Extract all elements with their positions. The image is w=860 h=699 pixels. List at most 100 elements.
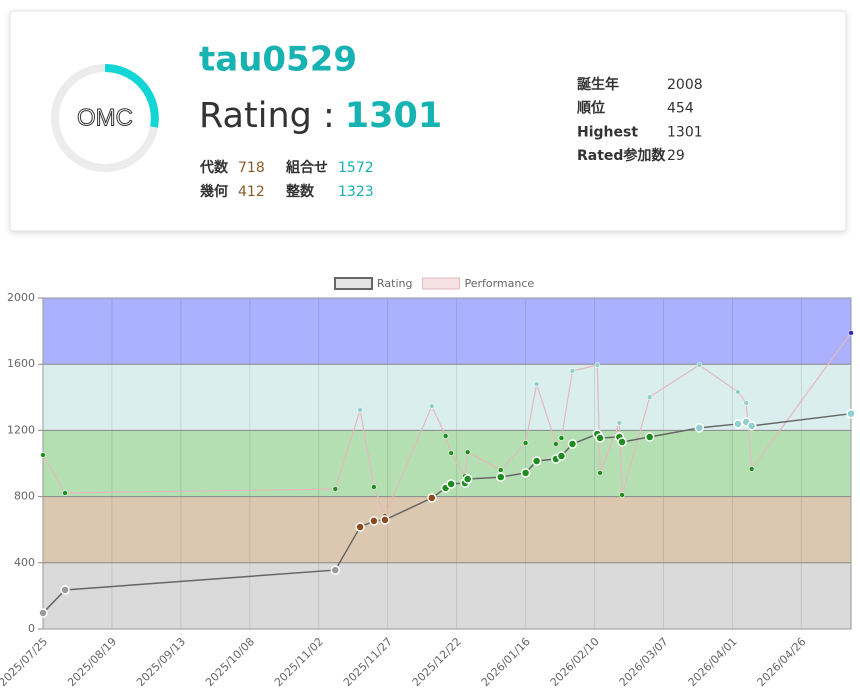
data-point	[553, 441, 559, 447]
data-point	[617, 437, 627, 447]
data-point	[746, 421, 757, 431]
logo-arc	[104, 64, 159, 128]
y-tick-label: 2000	[7, 291, 35, 304]
genre-label: 整数	[285, 183, 315, 200]
rating-band	[43, 496, 851, 563]
data-point	[743, 400, 750, 406]
rating-band	[43, 298, 851, 365]
data-point	[848, 330, 854, 336]
data-point	[567, 439, 578, 449]
data-point	[330, 565, 341, 575]
data-point	[442, 433, 449, 439]
genre-value: 412	[238, 184, 265, 200]
logo-text: OMC	[77, 104, 133, 131]
data-point	[446, 479, 456, 489]
data-point	[369, 516, 379, 526]
data-point	[646, 394, 653, 400]
data-point	[846, 408, 856, 419]
genre-stats: 代数 718 組合せ 1572 幾何 412 整数 1323	[199, 159, 374, 200]
x-tick-label: 2025/08/19	[65, 635, 119, 689]
info-value: 454	[667, 101, 694, 117]
rating-band	[43, 364, 851, 431]
data-point	[556, 451, 567, 461]
info-value: 1301	[667, 124, 703, 140]
user-name: tau0529	[199, 40, 357, 80]
genre-label: 代数	[199, 159, 229, 176]
y-tick-label: 1200	[7, 423, 35, 436]
plot-border	[42, 297, 852, 630]
genre-value: 1572	[338, 160, 374, 176]
y-tick-label: 0	[28, 622, 35, 635]
data-point	[448, 450, 455, 456]
data-point	[40, 452, 46, 458]
data-point	[531, 456, 542, 466]
y-tick-label: 1600	[7, 357, 35, 370]
data-point	[644, 432, 655, 442]
data-point	[496, 472, 506, 482]
info-label: Highest	[577, 124, 638, 140]
data-point	[733, 419, 743, 429]
x-tick-label: 2025/12/22	[410, 635, 464, 689]
x-tick-label: 2025/07/25	[0, 635, 50, 689]
data-point	[522, 440, 529, 446]
data-point	[427, 493, 437, 503]
data-point	[594, 362, 601, 368]
info-label: 誕生年	[577, 76, 619, 93]
data-point	[38, 608, 48, 618]
data-point	[696, 362, 703, 368]
genre-value: 718	[238, 160, 265, 176]
legend-swatch	[421, 277, 460, 290]
x-tick-label: 2026/01/16	[479, 635, 533, 689]
card-background	[9, 10, 847, 232]
data-point	[462, 474, 473, 484]
data-point	[497, 467, 504, 473]
x-tick-label: 2025/10/08	[203, 635, 257, 689]
data-point	[735, 389, 741, 395]
data-point	[62, 490, 68, 496]
x-tick-label: 2025/11/02	[272, 635, 326, 689]
x-tick-label: 2026/02/10	[548, 635, 602, 689]
x-tick-label: 2026/03/07	[617, 635, 671, 689]
data-point	[332, 486, 339, 492]
x-tick-label: 2025/11/27	[341, 635, 395, 689]
data-point	[520, 468, 531, 478]
data-point	[355, 522, 365, 532]
data-point	[380, 515, 390, 525]
data-point	[616, 420, 623, 426]
data-point	[533, 381, 540, 387]
info-value: 29	[667, 148, 685, 164]
genre-value: 1323	[338, 184, 374, 200]
y-tick-label: 400	[14, 556, 35, 569]
data-point	[619, 492, 626, 498]
legend-label: Performance	[464, 277, 534, 290]
chart: 0 400 800 1200 1600 2000 2025/07/25 2025/08/19 2…	[0, 277, 856, 689]
data-point	[428, 403, 435, 409]
x-tick-label: 2026/04/26	[755, 635, 809, 689]
info-label: 順位	[577, 100, 605, 117]
data-point	[60, 585, 70, 595]
data-point	[357, 407, 364, 413]
x-tick-label: 2026/04/01	[686, 635, 740, 689]
data-point	[464, 449, 471, 455]
rating-label-text: Rating :	[199, 96, 335, 136]
rating-label: Rating :1301	[199, 96, 442, 136]
data-point	[595, 433, 605, 443]
data-point	[558, 435, 565, 441]
legend-swatch	[334, 277, 373, 290]
y-tick-label: 800	[14, 490, 35, 503]
data-point	[569, 368, 576, 374]
x-tick-label: 2025/09/13	[134, 635, 188, 689]
legend-label: Rating	[377, 277, 412, 290]
rating-band	[43, 562, 851, 629]
rating-value: 1301	[345, 96, 442, 136]
data-point	[371, 484, 377, 490]
genre-label: 幾何	[200, 183, 228, 200]
data-point	[748, 466, 755, 472]
info-label: Rated参加数	[577, 147, 666, 164]
genre-label: 組合せ	[285, 159, 328, 176]
legend: Rating Performance	[334, 277, 534, 290]
